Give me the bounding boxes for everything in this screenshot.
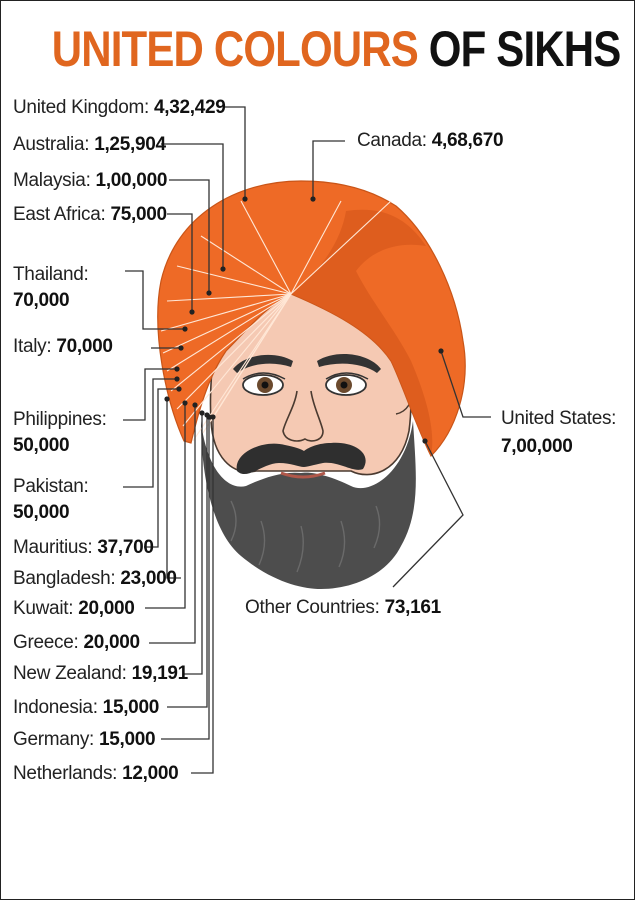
- label-united-kingdom: United Kingdom: 4,32,429: [13, 97, 226, 118]
- label-kuwait: Kuwait: 20,000: [13, 598, 135, 619]
- right-eyebrow: [317, 354, 381, 373]
- label-united-states: United States: 7,00,000: [501, 408, 617, 457]
- label-new-zealand: New Zealand: 19,191: [13, 663, 188, 684]
- label-east-africa: East Africa: 75,000: [13, 204, 167, 225]
- label-bangladesh: Bangladesh: 23,000: [13, 568, 177, 589]
- label-greece: Greece: 20,000: [13, 632, 140, 653]
- title-part-orange: UNITED COLOURS: [51, 21, 419, 77]
- label-italy: Italy: 70,000: [13, 336, 113, 357]
- turban-fold-lines: [160, 200, 392, 442]
- title-part-black: OF SIKHS: [428, 21, 621, 77]
- label-malaysia: Malaysia: 1,00,000: [13, 170, 168, 191]
- leader-dots: [164, 196, 444, 444]
- label-germany: Germany: 15,000: [13, 729, 156, 750]
- label-indonesia: Indonesia: 15,000: [13, 697, 159, 718]
- nose: [282, 390, 324, 442]
- label-canada: Canada: 4,68,670: [357, 130, 504, 151]
- beard: [201, 421, 416, 589]
- label-thailand: Thailand: 70,000: [13, 264, 89, 311]
- label-mauritius: Mauritius: 37,700: [13, 537, 154, 558]
- label-australia: Australia: 1,25,904: [13, 134, 166, 155]
- label-netherlands: Netherlands: 12,000: [13, 763, 179, 784]
- leader-lines: [123, 106, 491, 774]
- label-pakistan: Pakistan: 50,000: [13, 476, 89, 523]
- moustache: [236, 442, 366, 475]
- label-philippines: Philippines: 50,000: [13, 409, 107, 456]
- label-other-countries: Other Countries: 73,161: [245, 597, 441, 618]
- page-title: UNITED COLOURS OF SIKHS: [51, 19, 622, 79]
